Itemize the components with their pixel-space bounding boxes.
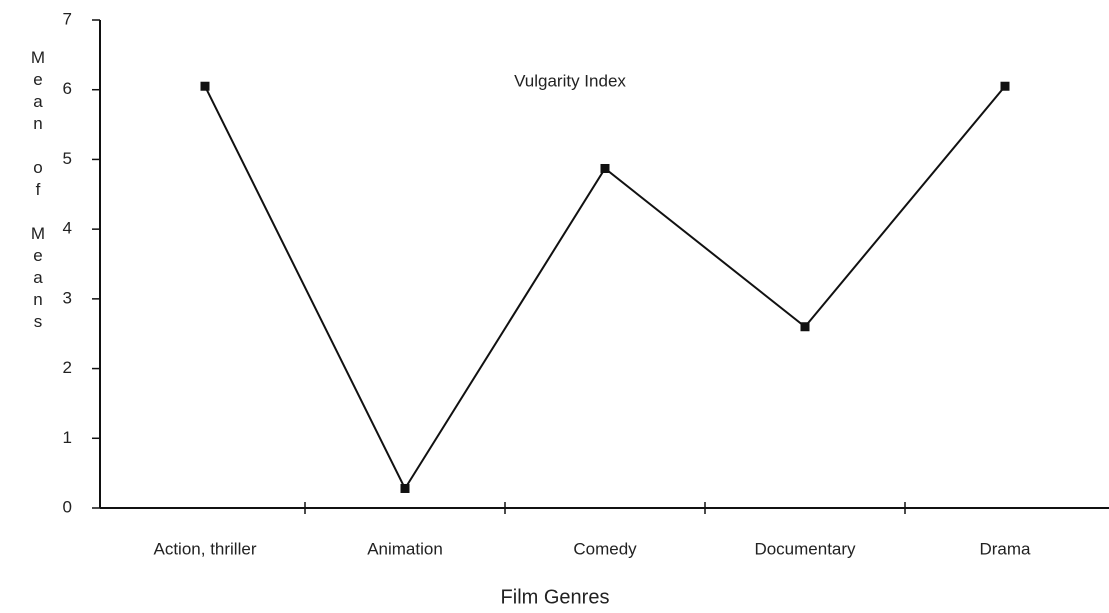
x-axis-label: Film Genres (501, 586, 610, 608)
line (204, 85, 1006, 491)
y-tick-label: 4 (63, 219, 72, 238)
y-axis-label: Mean of Means (29, 48, 48, 334)
chart-title: Vulgarity Index (514, 71, 626, 90)
y-tick-label: 5 (63, 149, 72, 168)
x-tick-label: Comedy (573, 539, 637, 558)
y-tick-label: 6 (63, 79, 72, 98)
y-tick-label: 2 (63, 358, 72, 377)
marker (400, 483, 410, 493)
y-tick-label: 7 (63, 9, 72, 28)
y-tick-label: 3 (63, 288, 72, 307)
x-tick-label: Animation (367, 539, 443, 558)
marker (1000, 81, 1010, 91)
x-tick-label: Action, thriller (154, 539, 257, 558)
x-tick-label: Documentary (754, 539, 856, 558)
marker (600, 163, 610, 173)
marker (200, 81, 210, 91)
marker (800, 322, 810, 332)
y-tick-label: 0 (63, 497, 72, 516)
y-tick-label: 1 (63, 428, 72, 447)
x-tick-label: Drama (979, 539, 1031, 558)
